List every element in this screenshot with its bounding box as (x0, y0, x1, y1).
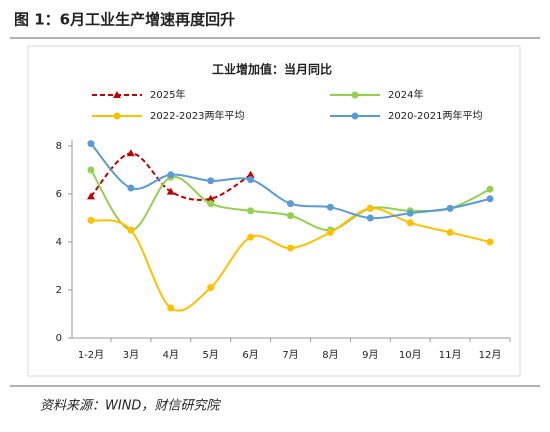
chart-frame (27, 45, 521, 377)
marker (127, 184, 135, 192)
marker (351, 112, 359, 120)
x-tick-label: 3月 (123, 349, 139, 361)
x-tick-label: 7月 (282, 349, 298, 361)
marker (167, 171, 175, 179)
marker (287, 200, 294, 208)
y-tick-label: 4 (56, 237, 62, 248)
x-tick-label: 1-2月 (78, 349, 104, 361)
legend-label: 2020-2021两年平均 (388, 109, 483, 122)
marker (127, 226, 135, 234)
marker (126, 149, 135, 157)
y-tick-label: 2 (56, 285, 62, 296)
source: 资料来源：WIND，财信研究院 (40, 398, 221, 414)
marker (486, 238, 494, 246)
marker (87, 192, 95, 200)
legend-label: 2022-2023两年平均 (150, 109, 245, 122)
marker (287, 244, 294, 252)
marker (167, 304, 175, 312)
marker (246, 170, 255, 178)
marker (351, 91, 359, 99)
marker (366, 214, 374, 222)
marker (207, 200, 215, 208)
chart-title: 工业增加值：当月同比 (212, 62, 332, 77)
marker (247, 233, 255, 241)
marker (113, 91, 121, 98)
marker (287, 212, 294, 220)
y-tick-label: 0 (56, 333, 62, 344)
series-line (90, 207, 491, 312)
x-tick-label: 8月 (322, 349, 338, 361)
marker (406, 219, 414, 227)
y-tick-label: 6 (56, 189, 62, 200)
marker (486, 195, 494, 203)
x-tick-label: 4月 (163, 349, 179, 361)
marker (326, 203, 334, 211)
marker (113, 112, 121, 120)
x-tick-label: 12月 (479, 349, 502, 361)
x-tick-label: 11月 (439, 349, 462, 361)
x-tick-label: 6月 (242, 349, 258, 361)
marker (446, 228, 454, 236)
x-tick-label: 9月 (362, 349, 378, 361)
marker (326, 228, 334, 236)
marker (247, 176, 255, 184)
marker (486, 185, 494, 193)
marker (206, 194, 215, 202)
heading: 图 1：6月工业生产增速再度回升 (14, 11, 235, 29)
x-tick-label: 5月 (203, 349, 219, 361)
legend-label: 2025年 (150, 88, 185, 101)
y-tick-label: 8 (56, 141, 62, 152)
marker (87, 140, 95, 148)
marker (446, 204, 454, 212)
series-line (90, 169, 491, 232)
marker (87, 166, 95, 174)
marker (87, 216, 95, 224)
legend-label: 2024年 (388, 88, 423, 101)
marker (207, 284, 215, 292)
marker (366, 204, 374, 212)
marker (247, 207, 255, 215)
marker (406, 209, 414, 217)
x-tick-label: 10月 (399, 349, 422, 361)
marker (207, 177, 215, 185)
marker (166, 187, 175, 195)
